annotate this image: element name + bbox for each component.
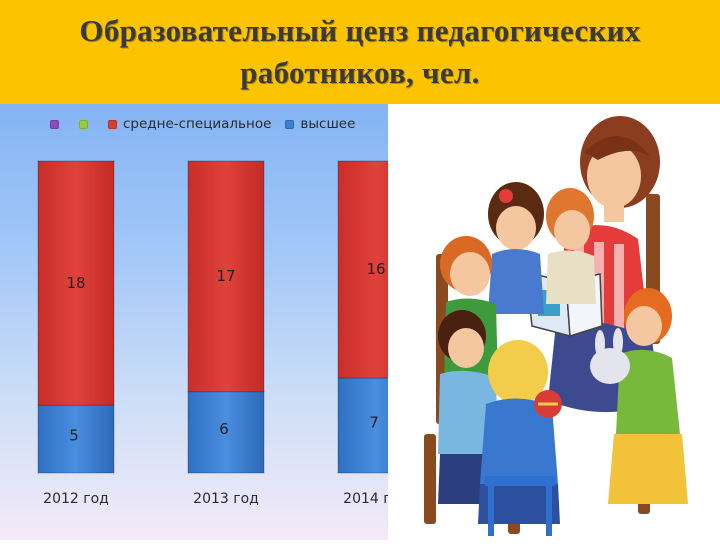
legend-swatch-green (79, 119, 88, 129)
chart-area: средне-специальное высшее 5 18 2012 год 6 17… (0, 104, 388, 540)
legend-swatch-purple (50, 119, 59, 129)
legend-label-secondary-specialized: средне-специальное (123, 116, 272, 132)
legend-item-green (79, 119, 94, 129)
labels-layer: 5 18 2012 год 6 17 2013 год 7 16 2014 год (43, 260, 388, 507)
data-label-secondary-specialized-2: 16 (366, 260, 385, 278)
bar-higher-0 (37, 404, 115, 474)
page-title: Образовательный ценз педагогических рабо… (79, 13, 641, 90)
legend-item-secondary-specialized: средне-специальное (108, 116, 271, 132)
bar-secondary-specialized-2 (337, 160, 388, 379)
x-tick-label-2: 2014 год (343, 491, 388, 507)
illustration-drawing (424, 116, 688, 536)
x-tick-label-1: 2013 год (193, 491, 259, 507)
legend-swatch-blue (285, 119, 295, 129)
data-label-higher-0: 5 (69, 426, 79, 444)
bar-secondary-specialized-0 (37, 160, 115, 406)
legend-swatch-red (108, 119, 117, 129)
bar-higher-1 (187, 391, 265, 474)
chart-legend: средне-специальное высшее (50, 114, 369, 134)
data-label-higher-2: 7 (369, 413, 379, 431)
bar-higher-2 (337, 377, 388, 474)
legend-item-purple (50, 119, 65, 129)
stacked-bar-chart: 5 18 2012 год 6 17 2013 год 7 16 2014 год (37, 160, 388, 507)
data-label-higher-1: 6 (219, 420, 229, 438)
legend-item-higher: высшее (285, 116, 355, 132)
teacher-reading-to-children-illustration (388, 104, 720, 540)
bars-layer (37, 160, 388, 474)
legend-label-higher: высшее (300, 116, 356, 132)
data-label-secondary-specialized-0: 18 (66, 274, 85, 292)
x-tick-label-0: 2012 год (43, 491, 109, 507)
title-bar: Образовательный ценз педагогических рабо… (0, 0, 720, 104)
bar-secondary-specialized-1 (187, 160, 265, 393)
data-label-secondary-specialized-1: 17 (216, 267, 235, 285)
